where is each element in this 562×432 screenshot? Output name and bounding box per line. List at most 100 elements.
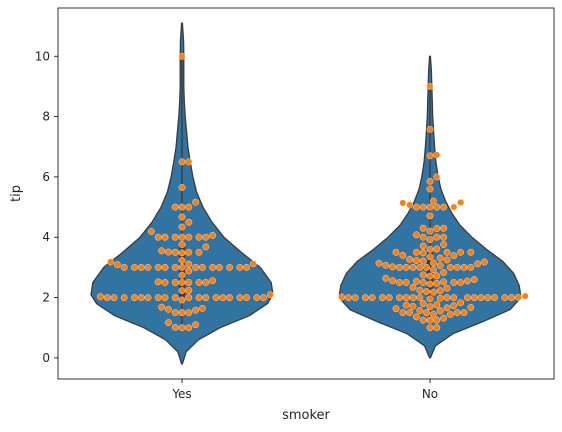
swarm-point (120, 264, 128, 271)
swarm-point (426, 203, 434, 211)
y-axis-label: tip (9, 185, 24, 202)
swarm-point (219, 294, 227, 301)
swarm-point (178, 296, 186, 304)
swarm-point (491, 294, 498, 301)
swarm-point (508, 294, 515, 301)
swarm-point (426, 185, 434, 193)
swarm-point (253, 294, 261, 301)
swarm-point (171, 309, 179, 316)
swarm-point (137, 264, 145, 271)
swarm-point (399, 199, 407, 207)
x-tick-label: Yes (171, 387, 191, 401)
y-axis-ticks: 0 2 4 6 8 10 (35, 49, 58, 365)
y-tick-label: 4 (42, 230, 50, 244)
swarm-point (433, 316, 441, 324)
swarm-point (154, 264, 162, 271)
swarm-point (423, 264, 430, 271)
swarm-point (419, 316, 427, 324)
swarm-point (202, 279, 210, 286)
swarm-point (195, 279, 203, 286)
swarm-point (426, 227, 434, 235)
swarm-point (110, 294, 118, 301)
swarm-point (351, 294, 359, 301)
y-tick-label: 2 (42, 291, 50, 305)
swarm-point (178, 203, 186, 211)
swarm-point (453, 264, 461, 271)
swarm-point (457, 248, 464, 256)
swarm-point (120, 294, 128, 301)
swarm-points-layer (97, 52, 529, 332)
swarm-point (399, 251, 407, 259)
swarm-point (426, 236, 434, 243)
swarm-point (178, 233, 186, 241)
swarm-point (419, 203, 427, 211)
swarm-point (171, 203, 179, 211)
swarm-point (440, 269, 447, 276)
swarm-point (433, 173, 441, 181)
swarm-point (416, 264, 424, 271)
swarm-point (464, 294, 471, 301)
swarm-point (171, 233, 179, 241)
swarm-point (216, 264, 223, 271)
swarm-point (148, 228, 155, 235)
swarm-point (426, 83, 434, 90)
swarm-point (202, 294, 210, 301)
y-tick-label: 10 (35, 49, 50, 63)
swarm-point (185, 218, 193, 226)
swarm-point (185, 233, 193, 241)
swarm-point (426, 212, 434, 220)
swarm-point (362, 294, 369, 301)
swarm-point (192, 198, 199, 206)
swarm-point (450, 252, 458, 259)
swarm-point (192, 321, 199, 329)
swarm-point (165, 248, 172, 256)
swarm-point (185, 158, 193, 166)
swarm-point (430, 259, 437, 267)
swarm-point (402, 264, 410, 271)
swarm-point (154, 233, 162, 241)
swarm-point (467, 304, 475, 311)
swarm-point (382, 274, 390, 282)
swarm-point (165, 319, 172, 326)
swarm-point (443, 304, 451, 312)
swarm-point (413, 248, 420, 256)
swarm-point (470, 276, 478, 283)
swarm-point (433, 245, 441, 253)
swarm-point (470, 294, 478, 301)
swarm-point (178, 271, 186, 279)
swarm-point (199, 264, 206, 271)
swarm-point (440, 278, 447, 286)
swarm-point (450, 279, 458, 286)
swarm-point (178, 279, 186, 286)
swarm-point (430, 266, 437, 274)
swarm-point (178, 184, 186, 191)
swarm-point (399, 309, 407, 316)
swarm-point (460, 264, 468, 271)
y-tick-label: 8 (42, 110, 50, 124)
swarm-point (419, 279, 427, 286)
swarm-point (178, 213, 186, 221)
y-tick-label: 0 (42, 351, 50, 365)
swarm-point (178, 52, 186, 60)
swarm-point (443, 294, 451, 301)
swarm-point (413, 277, 420, 285)
swarm-point (440, 224, 447, 232)
swarm-point (474, 260, 481, 268)
swarm-point (161, 264, 169, 271)
swarm-point (433, 233, 441, 241)
swarm-point (419, 271, 427, 279)
swarm-point (436, 254, 444, 262)
swarm-point (185, 203, 193, 211)
swarm-point (402, 301, 410, 309)
swarm-point (195, 294, 203, 301)
swarm-point (430, 288, 437, 296)
swarm-point (392, 248, 400, 256)
swarm-point (416, 286, 424, 294)
swarm-point (178, 241, 186, 248)
swarm-point (447, 264, 454, 271)
swarm-point (521, 292, 529, 300)
swarm-point (419, 249, 427, 257)
swarm-point (433, 272, 441, 280)
swarm-point (501, 294, 509, 301)
swarm-point (171, 294, 179, 301)
